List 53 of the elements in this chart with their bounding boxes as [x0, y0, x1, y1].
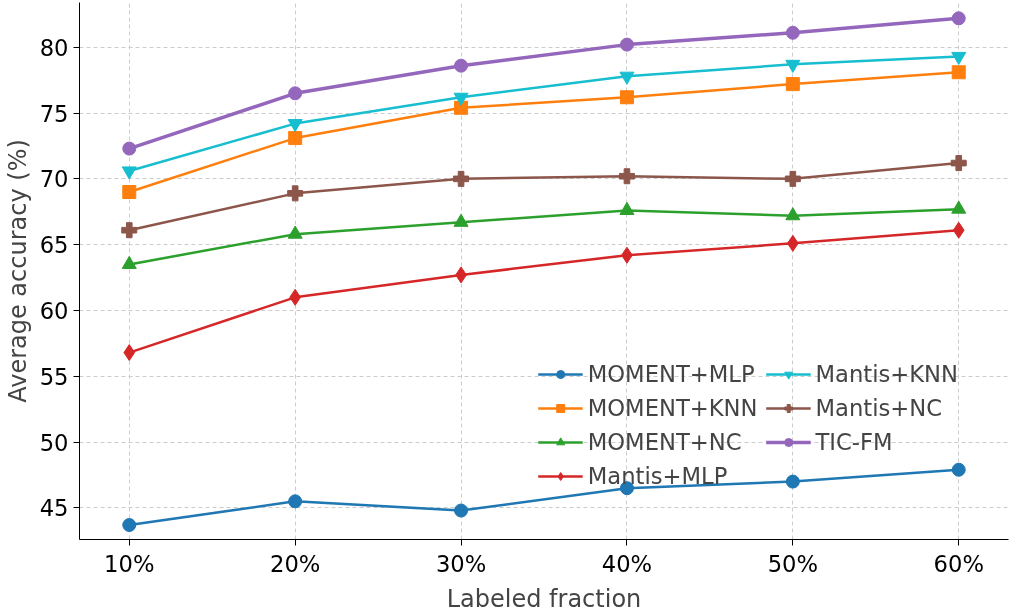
- x-tick-label: 10%: [104, 550, 155, 577]
- legend-label: TIC-FM: [815, 429, 893, 455]
- x-tick-label: 60%: [933, 550, 984, 577]
- y-tick-label: 80: [39, 34, 69, 61]
- point: [619, 90, 634, 105]
- legend-label: MOMENT+MLP: [587, 361, 755, 387]
- point: [618, 168, 635, 185]
- y-tick-label: 50: [39, 429, 69, 456]
- point: [951, 65, 966, 80]
- x-tick-label: 20%: [269, 550, 321, 577]
- point: [453, 170, 470, 187]
- y-axis-title: Average accuracy (%): [3, 139, 32, 403]
- legend-label: Mantis+NC: [815, 395, 943, 421]
- point: [784, 170, 801, 187]
- y-tick-label: 55: [39, 363, 69, 390]
- point: [785, 474, 800, 489]
- point: [453, 92, 469, 106]
- y-tick-label: 75: [39, 100, 69, 127]
- x-tick-label: 30%: [435, 550, 487, 577]
- legend-label: Mantis+KNN: [815, 361, 958, 387]
- y-tick-label: 60: [39, 297, 69, 324]
- point: [785, 25, 800, 40]
- point: [121, 166, 137, 180]
- y-tick-label: 45: [39, 495, 69, 522]
- point: [121, 222, 138, 239]
- point: [619, 71, 635, 85]
- y-tick-label: 65: [39, 232, 69, 259]
- point: [619, 37, 634, 52]
- point: [785, 207, 801, 221]
- point: [288, 131, 303, 146]
- x-tick-label: 50%: [767, 550, 819, 577]
- point: [785, 77, 800, 92]
- y-tick-label: 70: [39, 166, 69, 193]
- point: [454, 58, 469, 73]
- point: [123, 344, 136, 362]
- point: [288, 86, 303, 101]
- point: [951, 11, 966, 26]
- point: [454, 503, 469, 518]
- point: [952, 221, 965, 239]
- point: [122, 141, 137, 156]
- point: [288, 494, 303, 509]
- point: [287, 185, 304, 202]
- point: [951, 462, 966, 477]
- legend-label: Mantis+MLP: [587, 463, 728, 489]
- point: [950, 155, 967, 172]
- point: [122, 185, 137, 200]
- x-tick-label: 40%: [601, 550, 653, 577]
- point: [122, 518, 137, 533]
- point: [951, 51, 967, 66]
- x-axis-title: Labeled fraction: [446, 584, 642, 613]
- legend-label: MOMENT+NC: [587, 429, 742, 455]
- legend-label: MOMENT+KNN: [587, 395, 758, 421]
- point: [785, 59, 801, 73]
